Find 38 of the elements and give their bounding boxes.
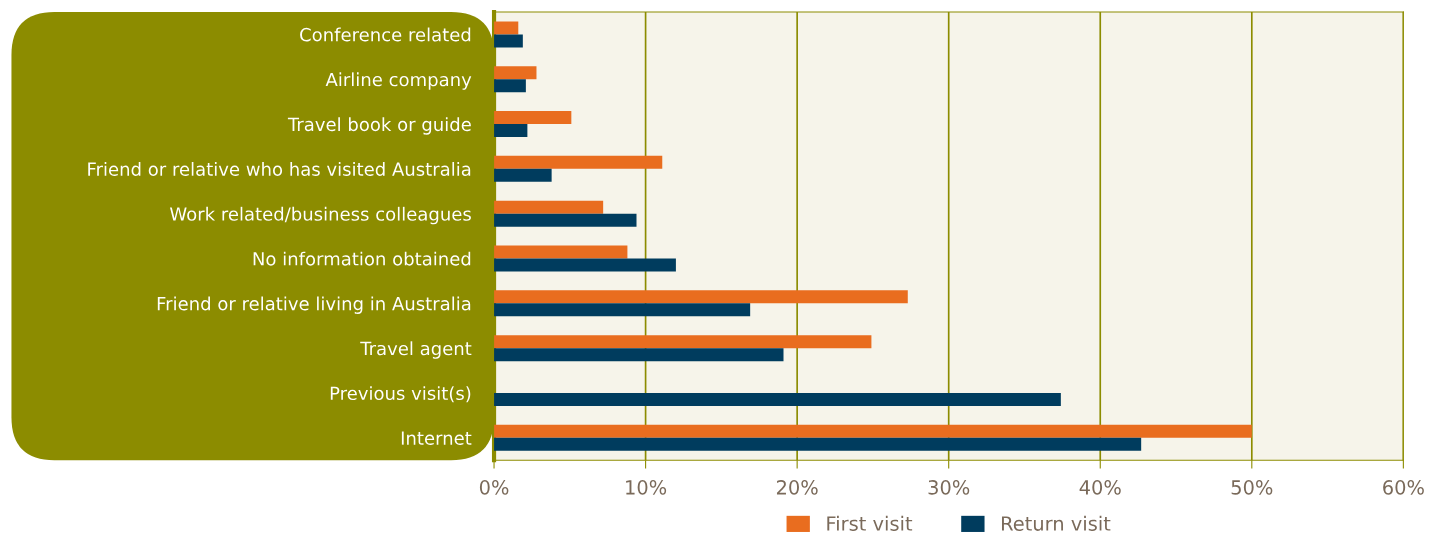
bar <box>494 348 784 362</box>
y-tick-label: Internet <box>401 431 472 445</box>
bar <box>494 66 537 80</box>
bar <box>494 124 528 138</box>
y-tick-label: No information obtained <box>253 251 471 266</box>
x-tick-label: 50% <box>1231 480 1273 495</box>
x-tick-label: 0% <box>479 480 509 495</box>
x-tick-label: 20% <box>776 480 818 495</box>
bar <box>494 392 1061 406</box>
bar <box>494 303 751 317</box>
y-tick-label: Friend or relative living in Australia <box>157 296 471 314</box>
bar <box>494 111 572 125</box>
legend-label: Return visit <box>1002 515 1111 531</box>
bar <box>494 79 526 93</box>
bar <box>494 258 676 272</box>
y-tick-label: Travel agent <box>360 341 472 359</box>
bar <box>494 335 872 349</box>
bar <box>494 290 908 304</box>
bar <box>494 200 604 214</box>
x-tick-label: 10% <box>626 480 667 495</box>
bar <box>494 213 637 227</box>
x-tick-label: 40% <box>1079 480 1121 495</box>
bar <box>494 155 663 169</box>
bar <box>494 168 552 182</box>
legend-label: First visit <box>827 515 913 531</box>
bar <box>494 437 1142 451</box>
y-tick-label: Airline company <box>325 72 472 90</box>
y-tick-label: Previous visit(s) <box>330 386 471 403</box>
y-tick-label: Conference related <box>300 27 471 42</box>
bar <box>494 21 519 35</box>
y-tick-label: Travel book or guide <box>287 117 471 135</box>
bar <box>494 34 523 48</box>
bar <box>494 424 1252 438</box>
bar <box>494 245 628 259</box>
x-tick-label: 30% <box>928 480 970 495</box>
y-tick-label: Friend or relative who has visited Australia <box>88 162 471 176</box>
y-tick-label: Work related/business colleagues <box>169 206 471 225</box>
x-tick-label: 60% <box>1383 480 1424 495</box>
